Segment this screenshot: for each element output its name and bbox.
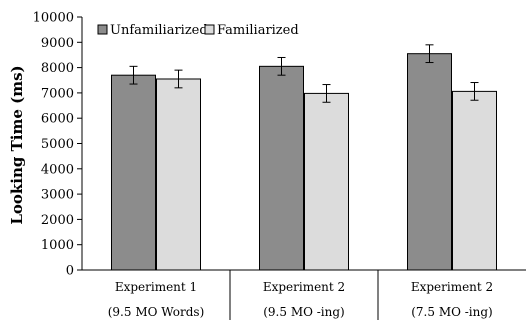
y-tick-label: 10000 [33,11,74,26]
category-label: Experiment 1 [115,280,197,294]
legend-label-unfamiliarized: Unfamiliarized [110,23,208,38]
bar-familiarized-2 [304,92,349,271]
y-axis-label: Looking Time (ms) [8,65,26,224]
legend-swatch-familiarized [204,24,215,35]
legend: Unfamiliarized Familiarized [97,23,299,38]
y-tick-label: 7000 [41,86,74,101]
category-sublabel: (9.5 MO Words) [108,305,205,319]
x-axis: Experiment 1 (9.5 MO Words) Experiment 2 (9… [82,269,526,320]
y-tick-label: 2000 [41,213,74,228]
y-tick-label: 0 [66,264,74,279]
bar-familiarized-1 [156,78,201,271]
bar-unfamiliarized-1 [111,74,156,271]
y-tick-label: 4000 [41,162,74,177]
y-tick-label: 6000 [41,112,74,127]
error-bars [129,44,479,103]
y-tick-label: 1000 [41,238,74,253]
y-tick-label: 9000 [41,36,74,51]
category-sublabel: (7.5 MO -ing) [411,305,493,319]
category-sublabel: (9.5 MO -ing) [263,305,345,319]
y-tick-label: 3000 [41,188,74,203]
legend-swatch-unfamiliarized [97,24,108,35]
y-tick-label: 5000 [41,137,74,152]
legend-label-familiarized: Familiarized [217,23,299,38]
category-label: Experiment 2 [263,280,345,294]
bar-unfamiliarized-2 [259,65,304,271]
bars [111,53,497,271]
bar-familiarized-3 [452,90,497,271]
category-label: Experiment 2 [411,280,493,294]
y-tick-label: 8000 [41,61,74,76]
y-axis: 0 1000 2000 3000 4000 5000 6000 7000 8000 9000 100… [33,11,83,279]
bar-unfamiliarized-3 [407,53,452,271]
